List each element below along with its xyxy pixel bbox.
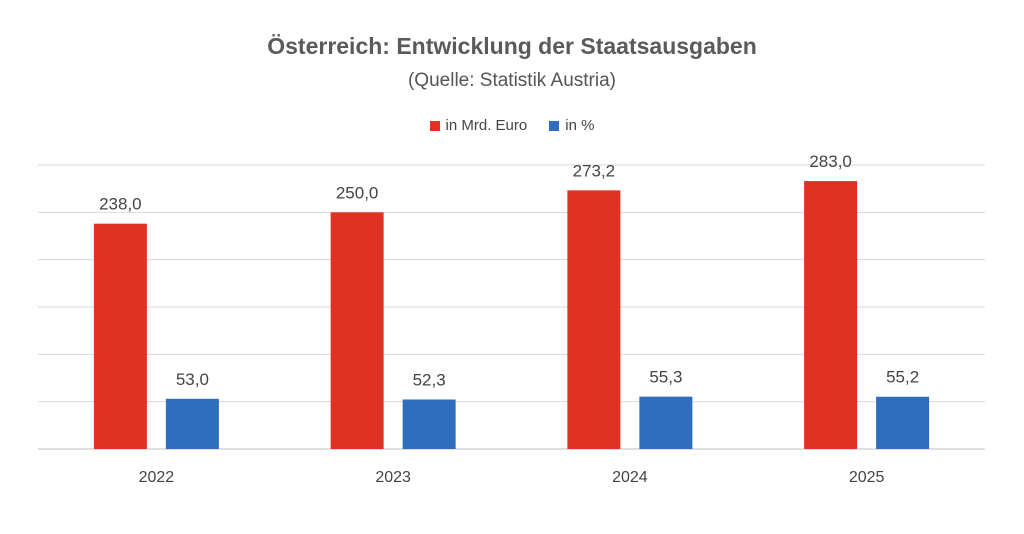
x-tick-label-2023: 2023 xyxy=(375,469,411,486)
bar-percent-2024 xyxy=(639,396,693,449)
chart-title: Österreich: Entwicklung der Staatsausgab… xyxy=(267,33,757,59)
x-tick-label-2025: 2025 xyxy=(849,469,885,486)
legend-label-mrd-euro: in Mrd. Euro xyxy=(445,117,528,134)
data-label-percent-2024: 55,3 xyxy=(649,368,682,387)
data-label-percent-2025: 55,2 xyxy=(886,368,919,387)
data-label-percent-2022: 53,0 xyxy=(176,370,209,389)
bar-percent-2023 xyxy=(402,399,456,449)
chart-subtitle: (Quelle: Statistik Austria) xyxy=(407,70,617,91)
data-label-mrd-euro-2022: 238,0 xyxy=(99,195,142,214)
bar-percent-2025 xyxy=(876,396,930,449)
legend-item-mrd-euro: in Mrd. Euro xyxy=(429,117,528,134)
x-tick-label-2022: 2022 xyxy=(139,469,175,486)
legend-swatch-mrd-euro xyxy=(429,120,440,131)
legend-label-percent: in % xyxy=(565,117,595,134)
data-label-percent-2023: 52,3 xyxy=(413,370,446,389)
data-label-mrd-euro-2023: 250,0 xyxy=(336,183,379,202)
legend: in Mrd. Euro in % xyxy=(0,117,1024,134)
bar-mrd-euro-2023 xyxy=(330,212,384,449)
data-label-mrd-euro-2024: 273,2 xyxy=(573,161,616,180)
legend-swatch-percent xyxy=(549,120,560,131)
x-tick-label-2024: 2024 xyxy=(612,469,648,486)
bar-mrd-euro-2022 xyxy=(93,223,147,449)
bar-mrd-euro-2025 xyxy=(804,181,858,450)
bar-mrd-euro-2024 xyxy=(567,190,621,449)
bar-percent-2022 xyxy=(165,398,219,449)
data-label-mrd-euro-2025: 283,0 xyxy=(809,152,852,171)
legend-item-percent: in % xyxy=(549,117,594,134)
